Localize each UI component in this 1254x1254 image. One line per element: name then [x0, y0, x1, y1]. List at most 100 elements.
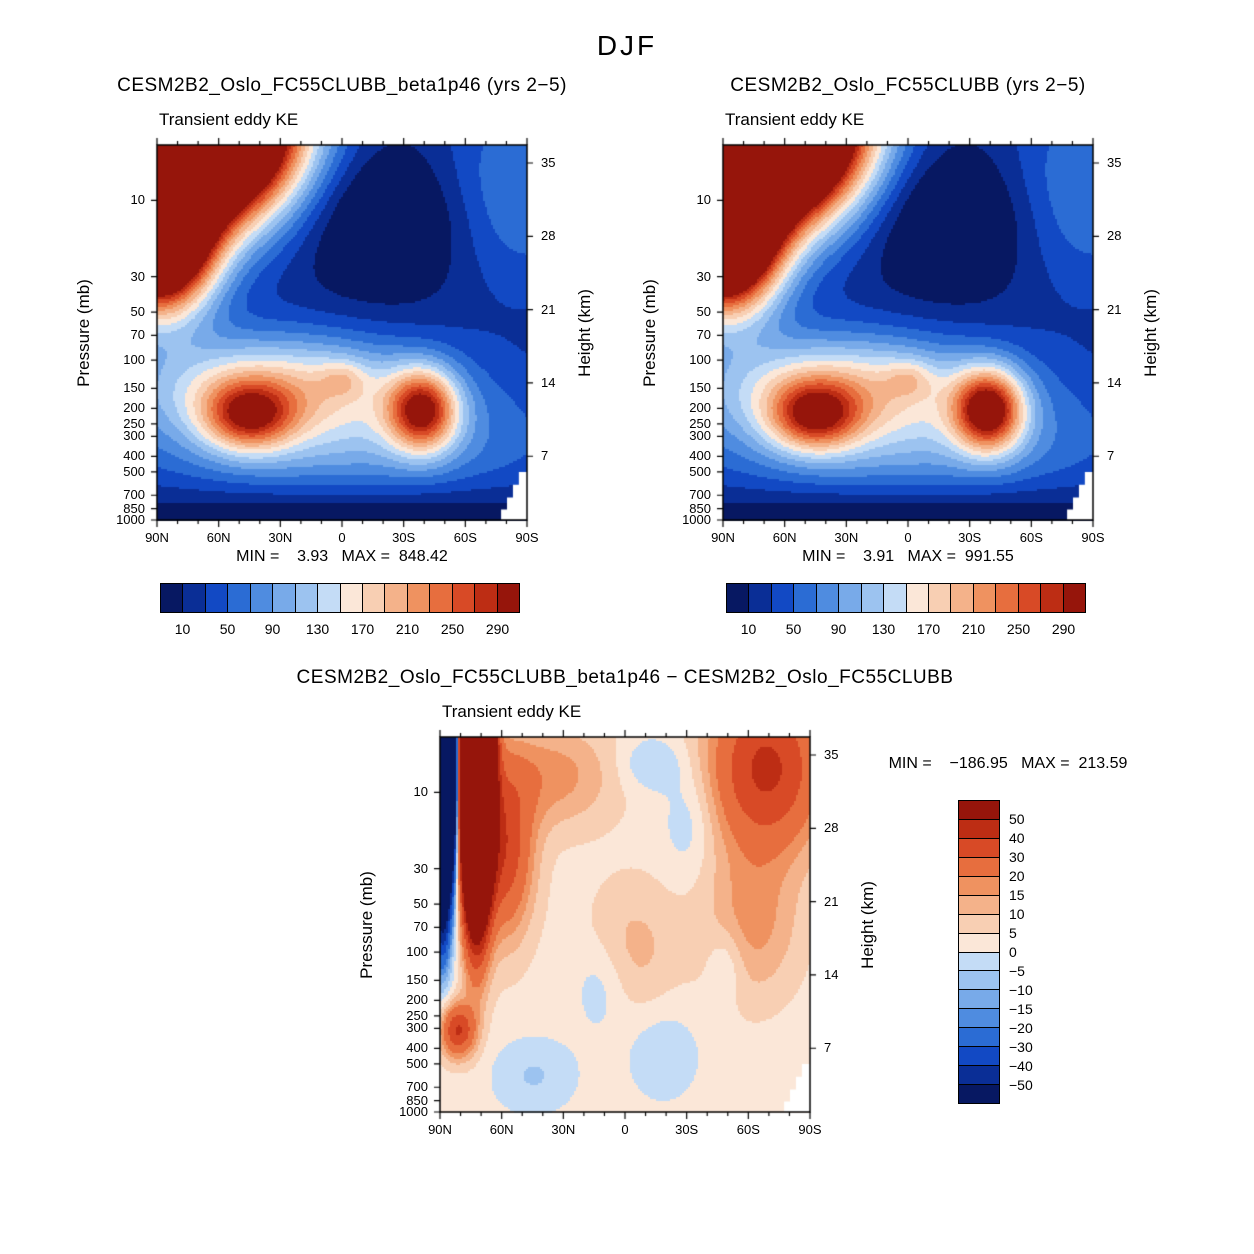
colorbar-cell — [959, 971, 999, 991]
colorbar-cell — [771, 584, 795, 612]
colorbar-cell — [959, 990, 999, 1010]
colorbar-cell — [228, 584, 251, 612]
colorbar-tick-label: −30 — [1009, 1039, 1033, 1055]
height-tick-label: 7 — [541, 448, 549, 464]
colorbar-cell — [959, 933, 999, 953]
pressure-tick-label: 10 — [696, 192, 711, 208]
pressure-tick-label: 500 — [406, 1055, 428, 1071]
colorbar-cell — [928, 584, 952, 612]
height-axis-label: Height (km) — [1141, 288, 1160, 377]
pressure-tick-label: 850 — [123, 500, 145, 516]
colorbar-cell — [884, 584, 907, 612]
colorbar-tick-label: 90 — [830, 621, 847, 637]
field-subtitle: Transient eddy KE — [725, 110, 865, 129]
panel-title: CESM2B2_Oslo_FC55CLUBB_beta1p46 (yrs 2−5… — [117, 75, 567, 96]
lat-tick-label: 90N — [145, 530, 169, 545]
pressure-axis-label: Pressure (mb) — [74, 278, 93, 387]
colorbar-cell — [362, 584, 386, 612]
colorbar-tick-label: −50 — [1009, 1077, 1033, 1093]
colorbar-tick-label: −10 — [1009, 982, 1033, 998]
colorbar-cell — [1018, 584, 1042, 612]
lat-tick-label: 30S — [958, 530, 982, 545]
colorbar-tick-label: 290 — [1051, 621, 1076, 637]
pressure-tick-label: 10 — [413, 784, 428, 800]
lat-tick-label: 60S — [453, 530, 477, 545]
pressure-tick-label: 30 — [413, 860, 428, 876]
lat-tick-label: 0 — [338, 530, 346, 545]
pressure-tick-label: 1000 — [399, 1104, 428, 1119]
colorbar-cell — [385, 584, 408, 612]
colorbar-cell — [475, 584, 498, 612]
field-subtitle: Transient eddy KE — [159, 110, 299, 129]
lat-tick-label: 30N — [268, 530, 293, 545]
colorbar-tick-label: 10 — [740, 621, 757, 637]
height-tick-label: 14 — [1107, 374, 1122, 390]
pressure-axis-label: Pressure (mb) — [640, 278, 659, 387]
pressure-tick-label: 1000 — [116, 512, 145, 527]
colorbar-tick-label: 250 — [440, 621, 465, 637]
panel-title: CESM2B2_Oslo_FC55CLUBB (yrs 2−5) — [730, 75, 1086, 96]
height-tick-label: 35 — [824, 747, 839, 762]
pressure-tick-label: 30 — [696, 268, 711, 284]
colorbar-tick-label: 20 — [1009, 868, 1025, 884]
colorbar-cell — [749, 584, 772, 612]
colorbar-cell — [161, 584, 184, 612]
colorbar-tick-label: 10 — [174, 621, 191, 637]
height-tick-label: 35 — [1107, 155, 1122, 170]
colorbar-cell — [295, 584, 319, 612]
height-tick-label: 28 — [541, 228, 556, 244]
colorbar-cell — [959, 876, 999, 896]
pressure-tick-label: 70 — [130, 327, 145, 343]
colorbar-tick-label: 50 — [1009, 811, 1025, 827]
pressure-tick-label: 100 — [123, 352, 145, 368]
colorbar-tick-label: 50 — [219, 621, 236, 637]
pressure-tick-label: 850 — [406, 1092, 428, 1108]
colorbar-cell — [959, 1066, 999, 1086]
lat-tick-label: 60N — [206, 530, 231, 545]
colorbar-cell — [727, 584, 750, 612]
colorbar-tick-label: 5 — [1009, 925, 1017, 941]
colorbar — [160, 583, 520, 613]
colorbar-cell — [959, 819, 999, 839]
stats-line: MIN = 3.93 MAX = 848.42 — [236, 548, 448, 565]
colorbar-cell — [959, 1009, 999, 1029]
colorbar-tick-label: 170 — [916, 621, 941, 637]
colorbar-cell — [959, 1085, 999, 1103]
pressure-tick-label: 300 — [406, 1020, 428, 1036]
lat-tick-label: 90N — [711, 530, 735, 545]
colorbar-cell — [205, 584, 229, 612]
field-subtitle: Transient eddy KE — [442, 702, 582, 721]
colorbar-tick-label: 50 — [785, 621, 802, 637]
colorbar-cell — [959, 1047, 999, 1067]
colorbar-tick-label: 170 — [350, 621, 375, 637]
height-axis-label: Height (km) — [858, 880, 877, 969]
pressure-tick-label: 100 — [689, 352, 711, 368]
pressure-tick-label: 250 — [689, 415, 711, 431]
colorbar-cell — [1041, 584, 1064, 612]
colorbar-tick-label: 250 — [1006, 621, 1031, 637]
contour-plot-canvas — [713, 135, 1103, 530]
pressure-tick-label: 50 — [696, 304, 711, 320]
colorbar-tick-label: −5 — [1009, 963, 1025, 979]
colorbar-tick-label: 40 — [1009, 830, 1025, 846]
colorbar-cell — [183, 584, 206, 612]
pressure-tick-label: 400 — [406, 1040, 428, 1056]
lat-tick-label: 0 — [904, 530, 912, 545]
colorbar-tick-label: 210 — [395, 621, 420, 637]
pressure-tick-label: 150 — [689, 380, 711, 396]
lat-tick-label: 90S — [798, 1122, 822, 1137]
pressure-tick-label: 10 — [130, 192, 145, 208]
pressure-tick-label: 70 — [696, 327, 711, 343]
pressure-tick-label: 200 — [123, 400, 145, 416]
colorbar-tick-label: −15 — [1009, 1001, 1033, 1017]
height-tick-label: 14 — [541, 374, 556, 390]
colorbar-tick-label: 290 — [485, 621, 510, 637]
colorbar-cell — [973, 584, 997, 612]
lat-tick-label: 0 — [621, 1122, 629, 1137]
pressure-tick-label: 150 — [406, 972, 428, 988]
contour-plot-canvas — [430, 727, 820, 1122]
height-tick-label: 21 — [1107, 301, 1122, 317]
lat-tick-label: 90S — [515, 530, 539, 545]
height-tick-label: 35 — [541, 155, 556, 170]
colorbar-cell — [959, 952, 999, 972]
